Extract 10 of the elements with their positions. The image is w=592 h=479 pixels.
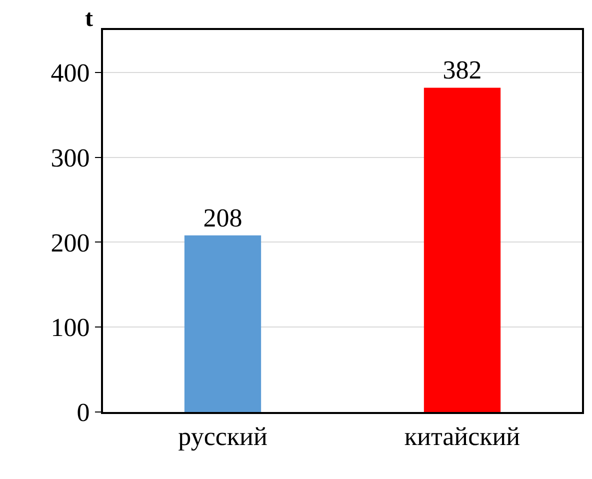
data-label: 382 [442, 56, 482, 85]
y-tick-label: 300 [50, 143, 90, 172]
data-label: 208 [203, 203, 242, 232]
y-tick-label: 400 [50, 58, 90, 88]
y-tick-label: 200 [50, 228, 90, 258]
y-tick-label: 0 [76, 398, 90, 428]
y-axis-title: t [85, 6, 93, 32]
x-tick-label: русский [178, 422, 268, 452]
y-tick-label: 100 [50, 313, 90, 342]
x-tick-label: китайский [404, 422, 520, 452]
